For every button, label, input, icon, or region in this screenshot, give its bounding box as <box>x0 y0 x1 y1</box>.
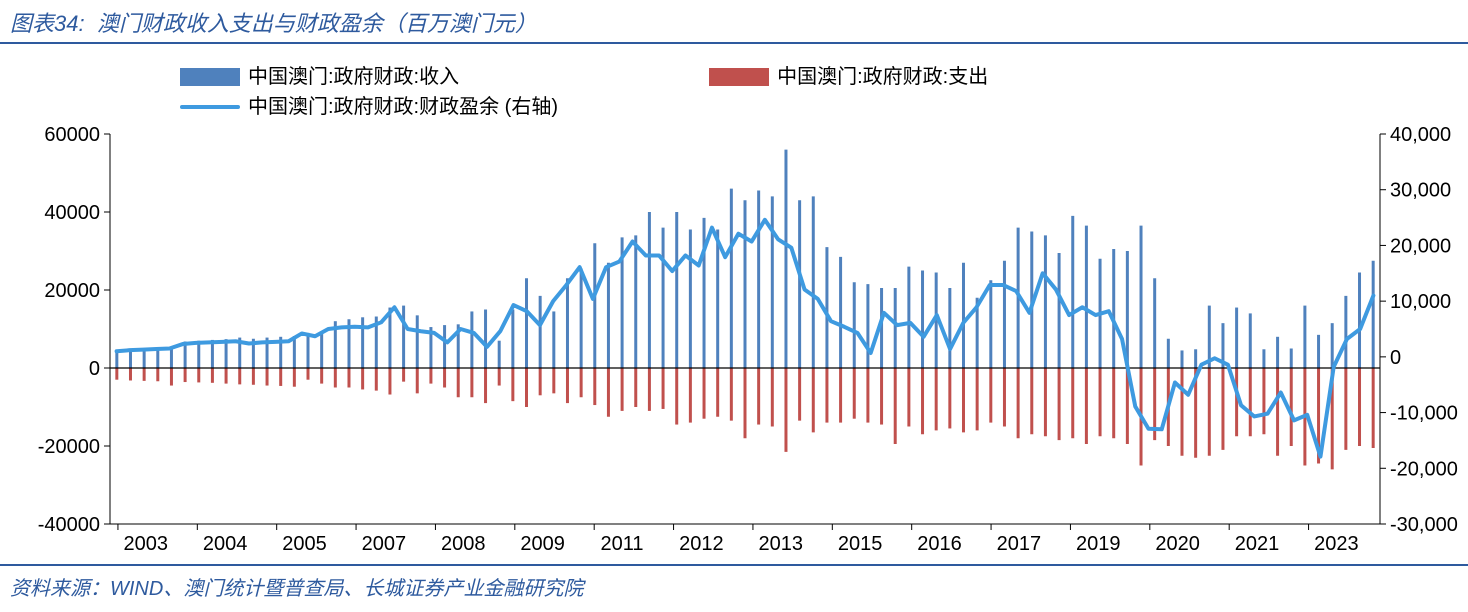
svg-text:2015: 2015 <box>838 533 883 555</box>
legend-label-surplus: 中国澳门:政府财政:财政盈余 (右轴) <box>248 92 558 122</box>
svg-text:-40000: -40000 <box>38 514 100 536</box>
svg-text:2011: 2011 <box>600 533 643 555</box>
legend-label-revenue: 中国澳门:政府财政:收入 <box>248 62 459 92</box>
svg-text:0: 0 <box>89 358 100 380</box>
legend-swatch-expenditure <box>709 68 769 86</box>
svg-text:-20,000: -20,000 <box>1390 458 1458 480</box>
chart-title-row: 图表34: 澳门财政收入支出与财政盈余（百万澳门元） <box>0 0 1468 44</box>
legend-item-revenue: 中国澳门:政府财政:收入 <box>180 62 459 92</box>
svg-text:2009: 2009 <box>520 533 565 555</box>
svg-text:2005: 2005 <box>282 533 327 555</box>
legend-item-expenditure: 中国澳门:政府财政:支出 <box>709 62 988 92</box>
source-text: WIND、澳门统计暨普查局、长城证券产业金融研究院 <box>110 578 583 600</box>
svg-text:10,000: 10,000 <box>1390 291 1451 313</box>
svg-text:2019: 2019 <box>1076 533 1121 555</box>
legend-item-surplus: 中国澳门:政府财政:财政盈余 (右轴) <box>180 92 558 122</box>
legend-label-expenditure: 中国澳门:政府财政:支出 <box>777 62 988 92</box>
legend-swatch-surplus <box>180 105 240 109</box>
svg-text:2007: 2007 <box>362 533 407 555</box>
svg-text:20,000: 20,000 <box>1390 235 1451 257</box>
legend: 中国澳门:政府财政:收入 中国澳门:政府财政:支出 中国澳门:政府财政:财政盈余… <box>180 62 988 122</box>
title-prefix: 图表 <box>10 11 54 36</box>
svg-text:2017: 2017 <box>997 533 1042 555</box>
svg-text:2013: 2013 <box>758 533 803 555</box>
svg-text:20000: 20000 <box>44 280 100 302</box>
svg-text:2023: 2023 <box>1314 533 1359 555</box>
svg-text:2003: 2003 <box>123 533 168 555</box>
svg-text:40000: 40000 <box>44 202 100 224</box>
source-row: 资料来源：WIND、澳门统计暨普查局、长城证券产业金融研究院 <box>0 564 1468 603</box>
svg-text:2004: 2004 <box>203 533 248 555</box>
svg-text:2021: 2021 <box>1235 533 1280 555</box>
svg-text:-20000: -20000 <box>38 436 100 458</box>
svg-text:2008: 2008 <box>441 533 486 555</box>
svg-text:-10,000: -10,000 <box>1390 403 1458 425</box>
svg-text:30,000: 30,000 <box>1390 180 1451 202</box>
svg-text:-30,000: -30,000 <box>1390 514 1458 536</box>
source-label: 资料来源： <box>10 578 110 600</box>
svg-text:0: 0 <box>1390 347 1401 369</box>
title-text: 澳门财政收入支出与财政盈余（百万澳门元） <box>97 11 537 36</box>
chart-svg: -40000 -20000 0 20000 40000 60000 -30,000 -20,0… <box>0 44 1468 564</box>
svg-text:2020: 2020 <box>1155 533 1200 555</box>
svg-text:2016: 2016 <box>917 533 962 555</box>
svg-text:60000: 60000 <box>44 124 100 146</box>
svg-text:2012: 2012 <box>679 533 724 555</box>
title-number: 34: <box>54 11 85 36</box>
svg-text:40,000: 40,000 <box>1390 124 1451 146</box>
legend-swatch-revenue <box>180 68 240 86</box>
chart-area: 中国澳门:政府财政:收入 中国澳门:政府财政:支出 中国澳门:政府财政:财政盈余… <box>0 44 1468 564</box>
